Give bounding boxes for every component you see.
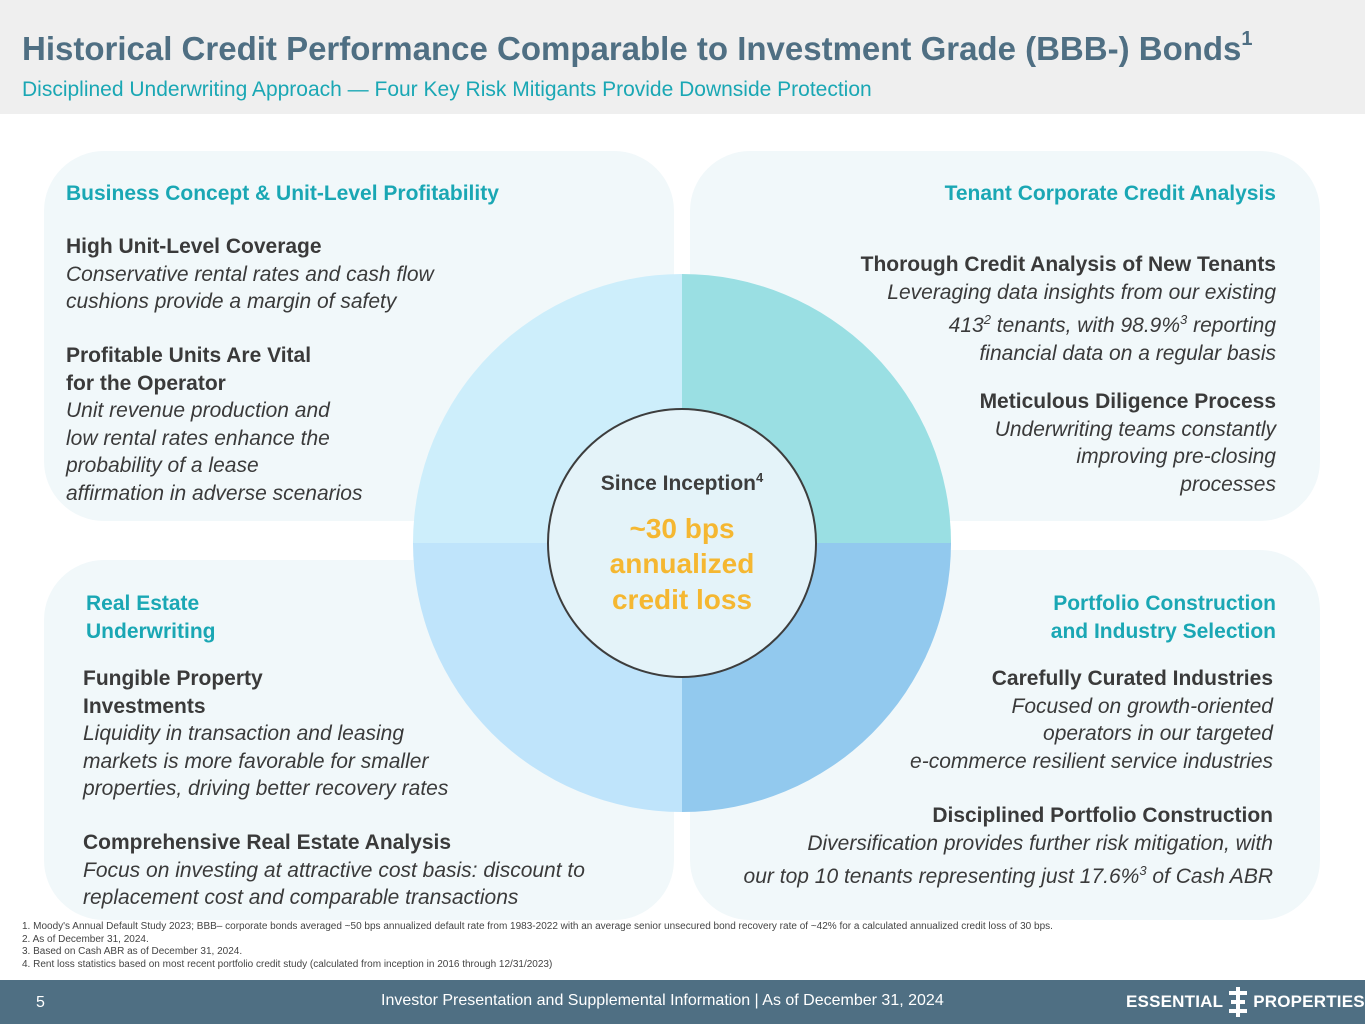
item-heading-line: Investments	[83, 694, 206, 718]
footnote-1: 1. Moody's Annual Default Study 2023; BB…	[22, 921, 1053, 932]
item-body-line: improving pre-closing	[1076, 445, 1276, 468]
item-meticulous-diligence: Meticulous Diligence Process Underwritin…	[980, 388, 1276, 498]
logo-word-right: PROPERTIES	[1253, 992, 1365, 1011]
item-body-line: Diversification provides further risk mi…	[807, 831, 1273, 855]
quadrant-title-tenant-credit: Tenant Corporate Credit Analysis	[944, 182, 1276, 205]
company-logo: ESSENTIAL PROPERTIES	[1126, 986, 1365, 1018]
item-body-line: financial data on a regular basis	[979, 341, 1276, 365]
item-body-line: cushions provide a margin of safety	[66, 290, 397, 313]
item-body-line: probability of a lease	[66, 454, 259, 477]
item-body-line: Liquidity in transaction and leasing	[83, 722, 405, 745]
item-heading: Carefully Curated Industries	[991, 667, 1273, 690]
item-fungible-property: Fungible Property Investments Liquidity …	[83, 665, 448, 803]
item-body-line: low rental rates enhance the	[66, 426, 330, 450]
footnote-marker: 2	[983, 312, 991, 327]
item-body-line: properties, driving better recovery rate…	[83, 777, 449, 800]
title-footnote-marker: 1	[1241, 28, 1253, 50]
item-thorough-credit-analysis: Thorough Credit Analysis of New Tenants …	[861, 251, 1276, 367]
logo-mark-icon	[1229, 987, 1248, 1017]
item-body-line: Focus on investing at attractive cost ba…	[83, 858, 585, 882]
item-disciplined-portfolio: Disciplined Portfolio Construction Diver…	[744, 802, 1273, 891]
item-body-line: e-commerce resilient service industries	[910, 749, 1273, 773]
footnote-marker: 3	[1139, 863, 1147, 878]
page-subtitle: Disciplined Underwriting Approach — Four…	[22, 78, 872, 101]
item-body-line: 4132 tenants, with 98.9%3 reporting	[948, 312, 1276, 337]
footnotes: 1. Moody's Annual Default Study 2023; BB…	[22, 921, 1053, 971]
footnote-marker: 3	[1180, 312, 1188, 327]
item-body-line: operators in our targeted	[1043, 722, 1273, 745]
risk-mitigant-wheel: Since Inception4 ~30 bps annualized cred…	[413, 274, 951, 812]
center-metric-line-3: credit loss	[612, 584, 752, 615]
item-profitable-units: Profitable Units Are Vital for the Opera…	[66, 342, 362, 507]
item-body-line: markets is more favorable for smaller	[83, 749, 429, 773]
item-heading: Meticulous Diligence Process	[979, 390, 1276, 413]
item-body-line: processes	[1180, 472, 1276, 496]
item-heading: Thorough Credit Analysis of New Tenants	[860, 253, 1276, 276]
item-body-line: Conservative rental rates and cash flow	[66, 262, 434, 286]
item-heading-line: Fungible Property	[83, 667, 263, 690]
center-circle	[547, 408, 817, 678]
item-body-line: Leveraging data insights from our existi…	[887, 280, 1276, 304]
center-label: Since Inception4	[601, 470, 764, 495]
item-high-unit-level-coverage: High Unit-Level Coverage Conservative re…	[66, 233, 434, 316]
footer-bar: 5 Investor Presentation and Supplemental…	[0, 980, 1365, 1024]
logo-word-left: ESSENTIAL	[1126, 992, 1224, 1011]
item-body-line: Unit revenue production and	[66, 399, 330, 422]
page-title: Historical Credit Performance Comparable…	[22, 28, 1253, 67]
quadrant-title-real-estate: Real Estate Underwriting	[86, 592, 216, 643]
quadrant-title-business-concept: Business Concept & Unit-Level Profitabil…	[66, 182, 499, 205]
item-heading: Comprehensive Real Estate Analysis	[83, 831, 452, 854]
item-body-line: our top 10 tenants representing just 17.…	[743, 863, 1273, 888]
item-curated-industries: Carefully Curated Industries Focused on …	[910, 665, 1273, 775]
item-heading: Disciplined Portfolio Construction	[932, 804, 1273, 827]
item-heading-line: for the Operator	[66, 371, 226, 395]
footnote-4: 4. Rent loss statistics based on most re…	[22, 958, 553, 970]
footnote-3: 3. Based on Cash ABR as of December 31, …	[22, 946, 243, 957]
center-metric-line-2: annualized	[610, 548, 755, 579]
center-label-footnote: 4	[756, 470, 764, 485]
center-metric-line-1: ~30 bps	[629, 513, 734, 544]
header-band: Historical Credit Performance Comparable…	[0, 0, 1365, 114]
footnote-2: 2. As of December 31, 2024.	[22, 933, 149, 945]
quadrant-title-portfolio-construction: Portfolio Construction and Industry Sele…	[1050, 592, 1276, 643]
item-body-line: affirmation in adverse scenarios	[66, 481, 363, 505]
item-body-line: Focused on growth-oriented	[1011, 694, 1274, 718]
footer-text: Investor Presentation and Supplemental I…	[381, 992, 944, 1009]
item-comprehensive-real-estate: Comprehensive Real Estate Analysis Focus…	[83, 829, 585, 912]
item-heading-line: Profitable Units Are Vital	[66, 344, 312, 367]
item-body-line: replacement cost and comparable transact…	[83, 886, 519, 909]
item-heading: High Unit-Level Coverage	[66, 235, 322, 258]
item-body-line: Underwriting teams constantly	[994, 417, 1276, 441]
page-number: 5	[36, 994, 45, 1011]
